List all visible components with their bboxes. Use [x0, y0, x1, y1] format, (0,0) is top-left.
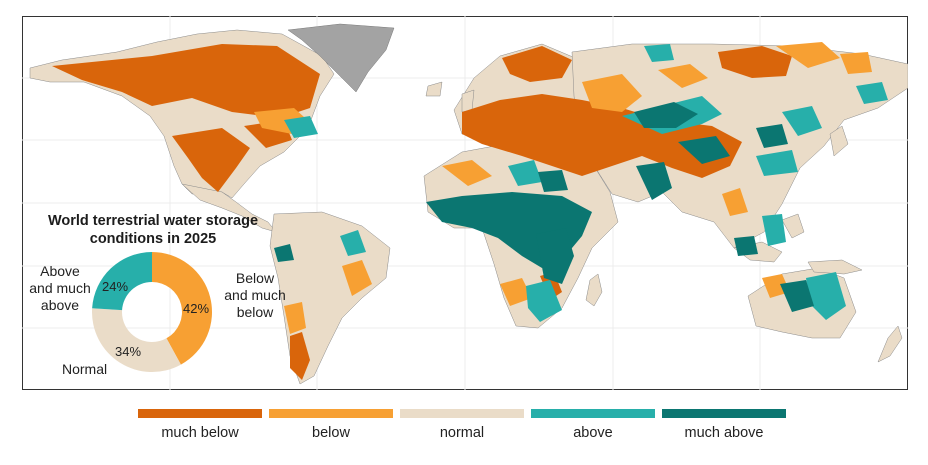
donut-title: World terrestrial water storage conditio… [22, 212, 284, 248]
donut-label-above-l1: Above [40, 263, 80, 279]
donut-label-above-l3: above [40, 297, 80, 313]
donut-title-line2: conditions in 2025 [89, 231, 217, 247]
donut-slice-normal [91, 308, 181, 372]
legend-swatch-below [269, 409, 393, 418]
donut-pct-above: 24% [102, 279, 128, 294]
donut-slice-below [152, 252, 213, 365]
donut-title-line1: World terrestrial water storage [47, 213, 259, 229]
legend-item-below: below [269, 409, 393, 449]
donut-slice-above [92, 252, 152, 311]
legend-swatch-much-below [138, 409, 262, 418]
donut-pct-normal: 34% [115, 344, 141, 359]
legend-label-much-below: much below [161, 425, 239, 441]
legend-label-above: above [573, 425, 613, 441]
legend-swatch-above [531, 409, 655, 418]
world-map [22, 16, 908, 390]
legend-label-below: below [312, 425, 350, 441]
legend-label-normal: normal [439, 425, 485, 441]
legend-swatch-much-above [662, 409, 786, 418]
donut-label-above-l2: and much [29, 280, 91, 296]
legend-label-much-above: much above [684, 425, 764, 441]
legend: much below below normal above much above [138, 409, 786, 449]
donut-label-normal: Normal [62, 361, 108, 377]
donut-label-below-l2: and much [224, 287, 286, 303]
areas-below [254, 42, 872, 334]
region-greenland [287, 23, 395, 93]
donut-label-below: Below and much below [214, 270, 296, 321]
donut-label-above: Above and much above [22, 263, 98, 314]
areas-much-above [274, 102, 814, 312]
region-maritime-asia [733, 213, 863, 275]
donut-chart: 42% 34% 24% [91, 252, 213, 372]
donut-label-below-l1: Below [235, 270, 275, 286]
donut-label-below-l3: below [236, 304, 274, 320]
donut-pct-below: 42% [183, 301, 209, 316]
legend-item-much-above: much above [662, 409, 786, 449]
legend-item-much-below: much below [138, 409, 262, 449]
world-map-svg [22, 16, 908, 390]
legend-swatch-normal [400, 409, 524, 418]
donut-slices [91, 252, 213, 372]
legend-item-normal: normal [400, 409, 524, 449]
legend-item-above: above [531, 409, 655, 449]
region-madagascar [585, 273, 603, 307]
region-new-zealand [877, 325, 903, 363]
